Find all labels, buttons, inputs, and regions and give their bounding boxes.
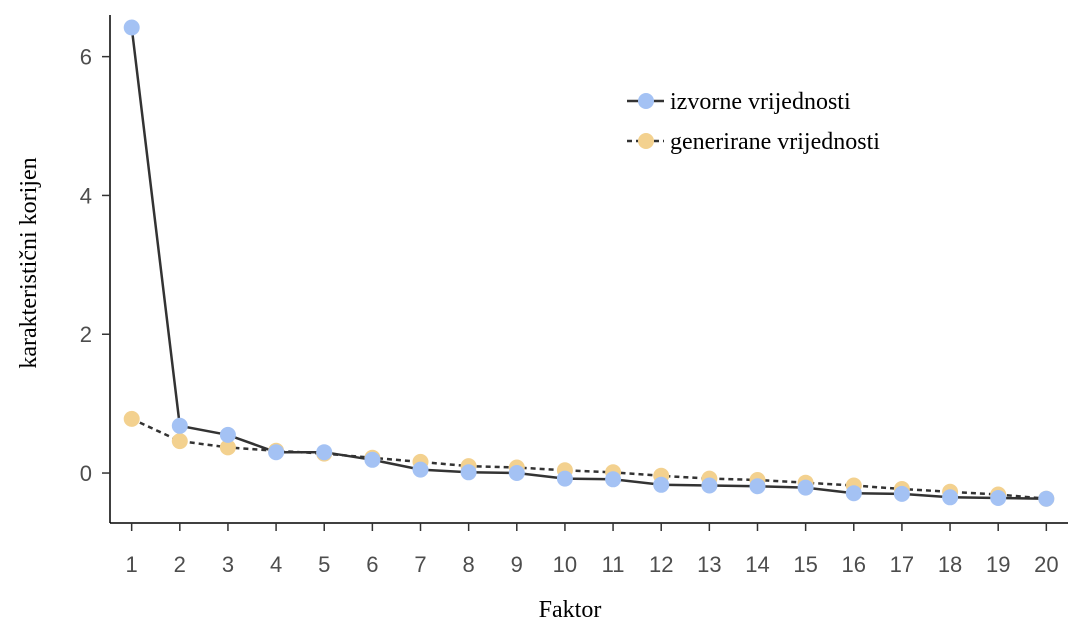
series-1-point [749,478,766,495]
legend-marker-series-2 [638,133,654,149]
series-1-point [123,19,140,36]
x-tick-label: 6 [366,552,378,577]
x-tick-label: 12 [649,552,673,577]
x-tick-label: 7 [414,552,426,577]
x-tick-label: 10 [553,552,577,577]
x-tick-label: 19 [986,552,1010,577]
x-tick-label: 16 [842,552,866,577]
x-tick-label: 5 [318,552,330,577]
y-tick-label: 2 [80,322,92,347]
series-2-point [219,439,236,456]
series-2-point [123,410,140,427]
series-1-point [605,471,622,488]
x-tick-label: 14 [745,552,769,577]
x-tick-label: 13 [697,552,721,577]
y-tick-label: 0 [80,461,92,486]
series-1-point [653,476,670,493]
x-tick-label: 3 [222,552,234,577]
x-tick-label: 1 [126,552,138,577]
series-1-point [845,485,862,502]
x-tick-label: 8 [463,552,475,577]
series-1-point [797,479,814,496]
series-1-point [364,451,381,468]
x-tick-label: 9 [511,552,523,577]
y-tick-label: 4 [80,183,92,208]
series-1-point [1038,490,1055,507]
series-lines [130,27,1047,500]
series-1-point [171,417,188,434]
x-axis-title: Faktor [539,597,602,623]
series-1-point [942,489,959,506]
x-tick-label: 15 [793,552,817,577]
x-tick-label: 11 [602,552,625,577]
legend-marker-series-1 [638,93,654,109]
series-1-point [316,444,333,461]
x-tick-label: 20 [1034,552,1058,577]
series-1-point [990,490,1007,506]
legend-item-series-1: izvorne vrijednosti [627,89,851,115]
axes [109,15,1068,524]
series-line-1 [130,27,1047,500]
x-tick-label: 4 [270,552,282,577]
legend-item-series-2: generirane vrijednosti [627,129,880,155]
series-1-point [893,485,910,502]
y-tick-label: 6 [80,45,92,70]
legend-label-series-2: generirane vrijednosti [670,129,880,155]
x-axis-ticks: 1 2 3 4 5 6 7 8 9 10 11 12 13 14 15 16 17 18 19 20 [126,523,1059,577]
series-1-point [701,477,718,494]
series-2-point [171,433,188,450]
legend-label-series-1: izvorne vrijednosti [670,89,851,115]
series-points [123,19,1055,507]
y-axis-ticks: 0 2 4 6 [80,45,110,486]
series-1-point [556,470,573,487]
legend: izvorne vrijednosti generirane vrijednos… [627,89,880,155]
x-tick-label: 17 [890,552,914,577]
series-1-point [219,426,236,443]
y-axis-title: karakteristični korijen [16,157,42,368]
series-1-point [412,461,429,478]
x-tick-label: 18 [938,552,962,577]
series-1-point [460,464,477,481]
series-1-point [268,444,285,461]
x-tick-label: 2 [174,552,186,577]
series-1-point [508,465,525,481]
